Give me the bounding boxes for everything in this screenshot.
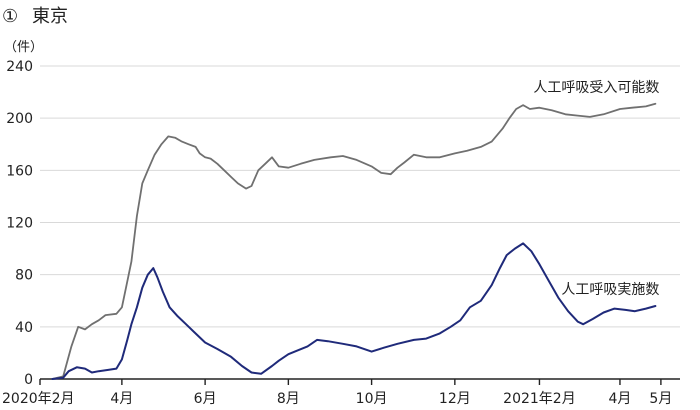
y-axis-unit-label: （件）	[4, 40, 43, 55]
y-tick-label: 160	[6, 163, 33, 179]
grid-lines	[40, 65, 680, 328]
x-tick-label: 2020年2月	[2, 391, 75, 407]
series-line-2	[51, 242, 657, 380]
x-tick-label: 6月	[194, 391, 217, 407]
chart-header: ① 東京	[2, 6, 68, 27]
series-line-1	[51, 102, 657, 380]
chart-title: 東京	[32, 6, 68, 27]
x-tick-label: 8月	[277, 391, 300, 407]
x-tick-label: 5月	[649, 391, 672, 407]
series-lines	[51, 102, 657, 380]
x-tick-label: 12月	[439, 391, 471, 407]
y-tick-label: 200	[6, 111, 33, 127]
series-label-2: 人工呼吸実施数	[561, 282, 659, 298]
y-tick-label: 0	[24, 372, 33, 388]
chart-number: ①	[2, 6, 18, 27]
x-tick-label: 4月	[608, 391, 631, 407]
y-tick-label: 240	[6, 59, 33, 75]
y-tick-label: 80	[15, 268, 33, 284]
series-label-1: 人工呼吸受入可能数	[533, 80, 659, 96]
x-tick-label: 4月	[110, 391, 133, 407]
x-tick-label: 2021年2月	[503, 391, 576, 407]
x-tick-label: 10月	[356, 391, 388, 407]
x-axis: 2020年2月 4月 6月 8月 10月 12月 2021年2月 4月 5月	[2, 378, 680, 407]
y-axis: 0 40 80 120 160 200 240	[6, 59, 33, 388]
y-tick-label: 40	[15, 320, 33, 336]
y-tick-label: 120	[6, 216, 33, 232]
